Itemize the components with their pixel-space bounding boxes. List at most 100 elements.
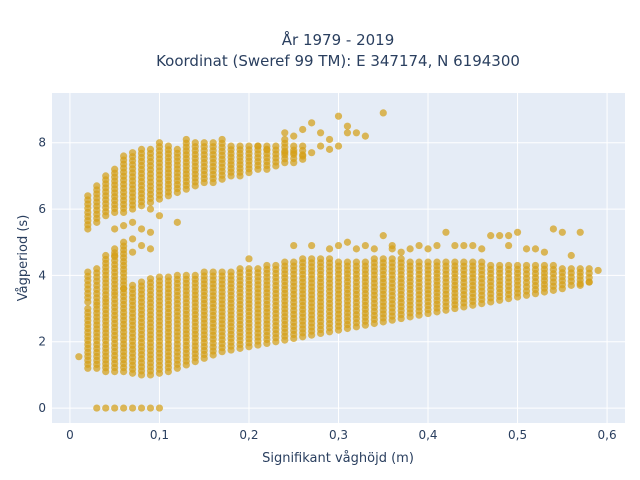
data-point: [478, 245, 486, 253]
data-point: [146, 145, 155, 153]
data-point: [451, 241, 459, 250]
data-point: [120, 404, 128, 412]
data-point: [93, 265, 101, 273]
data-point: [308, 255, 316, 263]
data-point: [352, 245, 361, 253]
data-point: [433, 241, 441, 250]
data-point: [442, 258, 450, 266]
data-point: [567, 265, 575, 273]
data-point: [433, 258, 441, 266]
data-point: [325, 255, 334, 263]
data-point: [281, 149, 289, 157]
data-point: [182, 135, 190, 144]
y-tick-label: 0: [38, 401, 46, 415]
data-point: [290, 258, 298, 266]
x-tick-label: 0: [66, 428, 74, 442]
data-point: [218, 135, 226, 144]
data-point: [487, 261, 495, 270]
data-point: [496, 261, 504, 270]
data-point: [334, 112, 343, 120]
data-point: [299, 125, 307, 134]
data-point: [397, 248, 405, 256]
data-point: [227, 268, 235, 276]
data-point: [469, 258, 477, 266]
data-point: [102, 251, 110, 260]
x-tick-labels: 0 0,1 0,2 0,3 0,4 0,5 0,6: [66, 428, 617, 442]
data-point: [84, 268, 92, 276]
data-point: [379, 109, 387, 117]
data-point: [594, 266, 602, 275]
data-point: [102, 404, 110, 412]
chart-title: År 1979 - 2019: [282, 30, 395, 49]
data-point: [478, 258, 486, 266]
data-point: [576, 228, 584, 236]
y-tick-labels: 0 2 4 6 8: [38, 136, 46, 415]
x-tick-label: 0,1: [150, 428, 169, 442]
data-point: [522, 245, 531, 253]
data-point: [325, 135, 334, 144]
data-point: [272, 261, 280, 270]
data-point: [137, 404, 146, 412]
data-point: [549, 261, 557, 270]
data-point: [263, 261, 271, 270]
data-point: [585, 278, 593, 286]
data-point: [352, 258, 361, 266]
data-point: [513, 228, 522, 236]
data-point: [576, 265, 584, 273]
data-point: [334, 142, 343, 150]
data-point: [84, 192, 92, 200]
data-point: [370, 245, 378, 253]
y-tick-label: 4: [38, 268, 46, 282]
data-point: [343, 258, 352, 266]
data-point: [120, 222, 128, 230]
data-point: [415, 241, 423, 250]
data-point: [505, 232, 513, 240]
data-point: [128, 235, 137, 243]
data-point: [128, 281, 137, 289]
data-point: [460, 241, 468, 250]
y-tick-label: 8: [38, 136, 46, 150]
data-point: [379, 232, 387, 240]
data-point: [325, 245, 334, 253]
data-point: [334, 241, 343, 250]
data-point: [370, 255, 378, 263]
data-point: [379, 255, 387, 263]
data-point: [496, 232, 504, 240]
data-point: [173, 145, 181, 153]
data-point: [120, 238, 128, 246]
data-point: [325, 145, 334, 153]
x-tick-label: 0,5: [508, 428, 527, 442]
data-point: [164, 273, 172, 281]
data-point: [415, 258, 423, 266]
data-point: [111, 225, 119, 233]
data-point: [343, 238, 352, 246]
y-tick-label: 6: [38, 202, 46, 216]
data-point: [84, 304, 92, 313]
data-point: [254, 265, 262, 273]
data-point: [505, 241, 513, 250]
data-point: [299, 152, 307, 160]
data-point: [424, 245, 432, 253]
data-point: [93, 182, 101, 190]
data-point: [531, 245, 540, 253]
data-point: [585, 265, 593, 273]
data-point: [111, 251, 119, 260]
data-point: [290, 142, 298, 150]
data-point: [111, 245, 119, 253]
data-point: [272, 142, 280, 150]
data-point: [191, 271, 199, 280]
data-point: [209, 268, 217, 276]
data-point: [487, 232, 495, 240]
data-point: [540, 248, 549, 256]
data-point: [316, 142, 325, 150]
data-point: [424, 258, 432, 266]
data-point: [245, 265, 253, 273]
data-point: [111, 404, 119, 412]
data-point: [308, 149, 316, 157]
data-point: [200, 139, 208, 147]
data-point: [469, 241, 477, 250]
data-point: [209, 139, 217, 147]
data-point: [93, 404, 101, 412]
data-point: [155, 212, 164, 220]
x-tick-label: 0,6: [598, 428, 617, 442]
